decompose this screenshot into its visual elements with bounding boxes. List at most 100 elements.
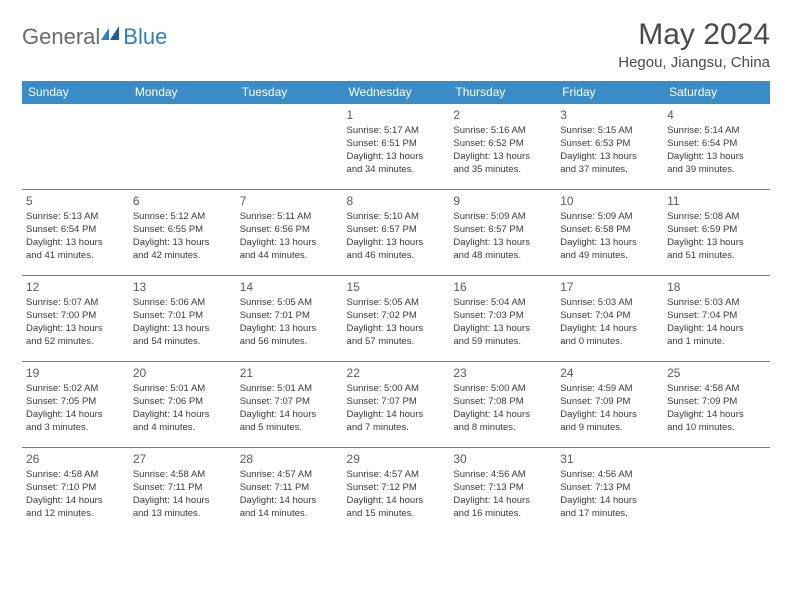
- day-cell: 9Sunrise: 5:09 AMSunset: 6:57 PMDaylight…: [449, 190, 556, 276]
- week-row: 19Sunrise: 5:02 AMSunset: 7:05 PMDayligh…: [22, 362, 770, 448]
- day-number: 9: [453, 193, 552, 209]
- daylight-text: Daylight: 14 hours: [560, 323, 659, 336]
- brand-part1: General: [22, 24, 100, 50]
- day-cell: [129, 104, 236, 190]
- day-number: 29: [347, 451, 446, 467]
- daylight-text: Daylight: 13 hours: [240, 323, 339, 336]
- daylight-text: and 13 minutes.: [133, 508, 232, 521]
- sunrise-text: Sunrise: 5:06 AM: [133, 297, 232, 310]
- week-row: 5 Sunrise: 5:13 AMSunset: 6:54 PM Daylight…: [22, 190, 770, 276]
- sunset-text: Sunset: 6:52 PM: [453, 138, 552, 151]
- day-cell: 19Sunrise: 5:02 AMSunset: 7:05 PMDayligh…: [22, 362, 129, 448]
- day-number: 26: [26, 451, 125, 467]
- day-number: 15: [347, 279, 446, 295]
- header: General Blue May 2024 Hegou, Jiangsu, Ch…: [22, 18, 770, 71]
- daylight-text: Daylight: 14 hours: [560, 495, 659, 508]
- day-header: Sunday: [22, 81, 129, 104]
- daylight-text: and 42 minutes.: [133, 250, 232, 263]
- daylight-text: and 56 minutes.: [240, 336, 339, 349]
- day-header: Monday: [129, 81, 236, 104]
- daylight-text: and 3 minutes.: [26, 422, 125, 435]
- daylight-text: Daylight: 14 hours: [667, 409, 766, 422]
- day-cell: 21Sunrise: 5:01 AMSunset: 7:07 PMDayligh…: [236, 362, 343, 448]
- sunset-text: Sunset: 7:09 PM: [667, 396, 766, 409]
- day-cell: 29Sunrise: 4:57 AMSunset: 7:12 PMDayligh…: [343, 448, 450, 534]
- daylight-text: Daylight: 13 hours: [26, 323, 125, 336]
- sunset-text: Sunset: 7:01 PM: [240, 310, 339, 323]
- day-cell: 3Sunrise: 5:15 AMSunset: 6:53 PMDaylight…: [556, 104, 663, 190]
- day-cell: 18Sunrise: 5:03 AMSunset: 7:04 PMDayligh…: [663, 276, 770, 362]
- sunrise-text: Sunrise: 4:58 AM: [667, 383, 766, 396]
- day-number: 18: [667, 279, 766, 295]
- sunset-text: Sunset: 6:57 PM: [347, 224, 446, 237]
- sunset-text: Sunset: 7:04 PM: [667, 310, 766, 323]
- location: Hegou, Jiangsu, China: [618, 54, 770, 71]
- day-number: 17: [560, 279, 659, 295]
- sunset-text: Sunset: 7:04 PM: [560, 310, 659, 323]
- daylight-text: Daylight: 14 hours: [453, 409, 552, 422]
- daylight-text: and 34 minutes.: [347, 164, 446, 177]
- daylight-text: and 0 minutes.: [560, 336, 659, 349]
- day-number: 10: [560, 193, 659, 209]
- brand-logo: General Blue: [22, 18, 167, 50]
- sunrise-text: Sunrise: 4:58 AM: [133, 469, 232, 482]
- sunset-text: Sunset: 6:51 PM: [347, 138, 446, 151]
- sunset-text: Sunset: 7:08 PM: [453, 396, 552, 409]
- day-cell: 23Sunrise: 5:00 AMSunset: 7:08 PMDayligh…: [449, 362, 556, 448]
- day-number: 30: [453, 451, 552, 467]
- calendar-page: General Blue May 2024 Hegou, Jiangsu, Ch…: [0, 0, 792, 552]
- day-cell: 1Sunrise: 5:17 AMSunset: 6:51 PMDaylight…: [343, 104, 450, 190]
- sunrise-text: Sunrise: 5:03 AM: [667, 297, 766, 310]
- day-cell: [663, 448, 770, 534]
- day-number: 23: [453, 365, 552, 381]
- daylight-text: and 7 minutes.: [347, 422, 446, 435]
- sunrise-text: Sunrise: 5:14 AM: [667, 125, 766, 138]
- day-cell: 20Sunrise: 5:01 AMSunset: 7:06 PMDayligh…: [129, 362, 236, 448]
- day-cell: 26Sunrise: 4:58 AMSunset: 7:10 PMDayligh…: [22, 448, 129, 534]
- day-number: 27: [133, 451, 232, 467]
- daylight-text: and 44 minutes.: [240, 250, 339, 263]
- sunset-text: Sunset: 7:11 PM: [133, 482, 232, 495]
- daylight-text: Daylight: 13 hours: [240, 237, 339, 250]
- day-number: 25: [667, 365, 766, 381]
- day-header-row: Sunday Monday Tuesday Wednesday Thursday…: [22, 81, 770, 104]
- day-cell: [236, 104, 343, 190]
- day-number: 5: [26, 193, 125, 209]
- daylight-text: Daylight: 14 hours: [560, 409, 659, 422]
- daylight-text: Daylight: 13 hours: [667, 151, 766, 164]
- daylight-text: and 10 minutes.: [667, 422, 766, 435]
- daylight-text: Daylight: 13 hours: [560, 151, 659, 164]
- day-number: 11: [667, 193, 766, 209]
- sunset-text: Sunset: 7:10 PM: [26, 482, 125, 495]
- sunrise-text: Sunrise: 5:04 AM: [453, 297, 552, 310]
- daylight-text: and 17 minutes.: [560, 508, 659, 521]
- daylight-text: Daylight: 13 hours: [347, 237, 446, 250]
- day-header: Saturday: [663, 81, 770, 104]
- sunset-text: Sunset: 7:13 PM: [560, 482, 659, 495]
- sunrise-text: Sunrise: 5:01 AM: [240, 383, 339, 396]
- day-number: 24: [560, 365, 659, 381]
- day-cell: 13Sunrise: 5:06 AMSunset: 7:01 PMDayligh…: [129, 276, 236, 362]
- sunrise-text: Sunrise: 5:13 AM: [26, 211, 125, 224]
- daylight-text: and 52 minutes.: [26, 336, 125, 349]
- day-header: Thursday: [449, 81, 556, 104]
- daylight-text: and 48 minutes.: [453, 250, 552, 263]
- sunset-text: Sunset: 7:09 PM: [560, 396, 659, 409]
- day-cell: 30Sunrise: 4:56 AMSunset: 7:13 PMDayligh…: [449, 448, 556, 534]
- calendar-table: Sunday Monday Tuesday Wednesday Thursday…: [22, 81, 770, 534]
- sunset-text: Sunset: 6:54 PM: [667, 138, 766, 151]
- sunrise-text: Sunrise: 5:10 AM: [347, 211, 446, 224]
- day-number: 13: [133, 279, 232, 295]
- sunrise-text: Sunrise: 5:02 AM: [26, 383, 125, 396]
- day-cell: 16Sunrise: 5:04 AMSunset: 7:03 PMDayligh…: [449, 276, 556, 362]
- daylight-text: and 35 minutes.: [453, 164, 552, 177]
- sunrise-text: Sunrise: 4:57 AM: [240, 469, 339, 482]
- day-number: 7: [240, 193, 339, 209]
- sunset-text: Sunset: 7:12 PM: [347, 482, 446, 495]
- day-number: 31: [560, 451, 659, 467]
- day-cell: 4Sunrise: 5:14 AMSunset: 6:54 PMDaylight…: [663, 104, 770, 190]
- sunset-text: Sunset: 6:54 PM: [26, 224, 125, 237]
- day-cell: 28Sunrise: 4:57 AMSunset: 7:11 PMDayligh…: [236, 448, 343, 534]
- title-block: May 2024 Hegou, Jiangsu, China: [618, 18, 770, 71]
- day-cell: 12Sunrise: 5:07 AMSunset: 7:00 PMDayligh…: [22, 276, 129, 362]
